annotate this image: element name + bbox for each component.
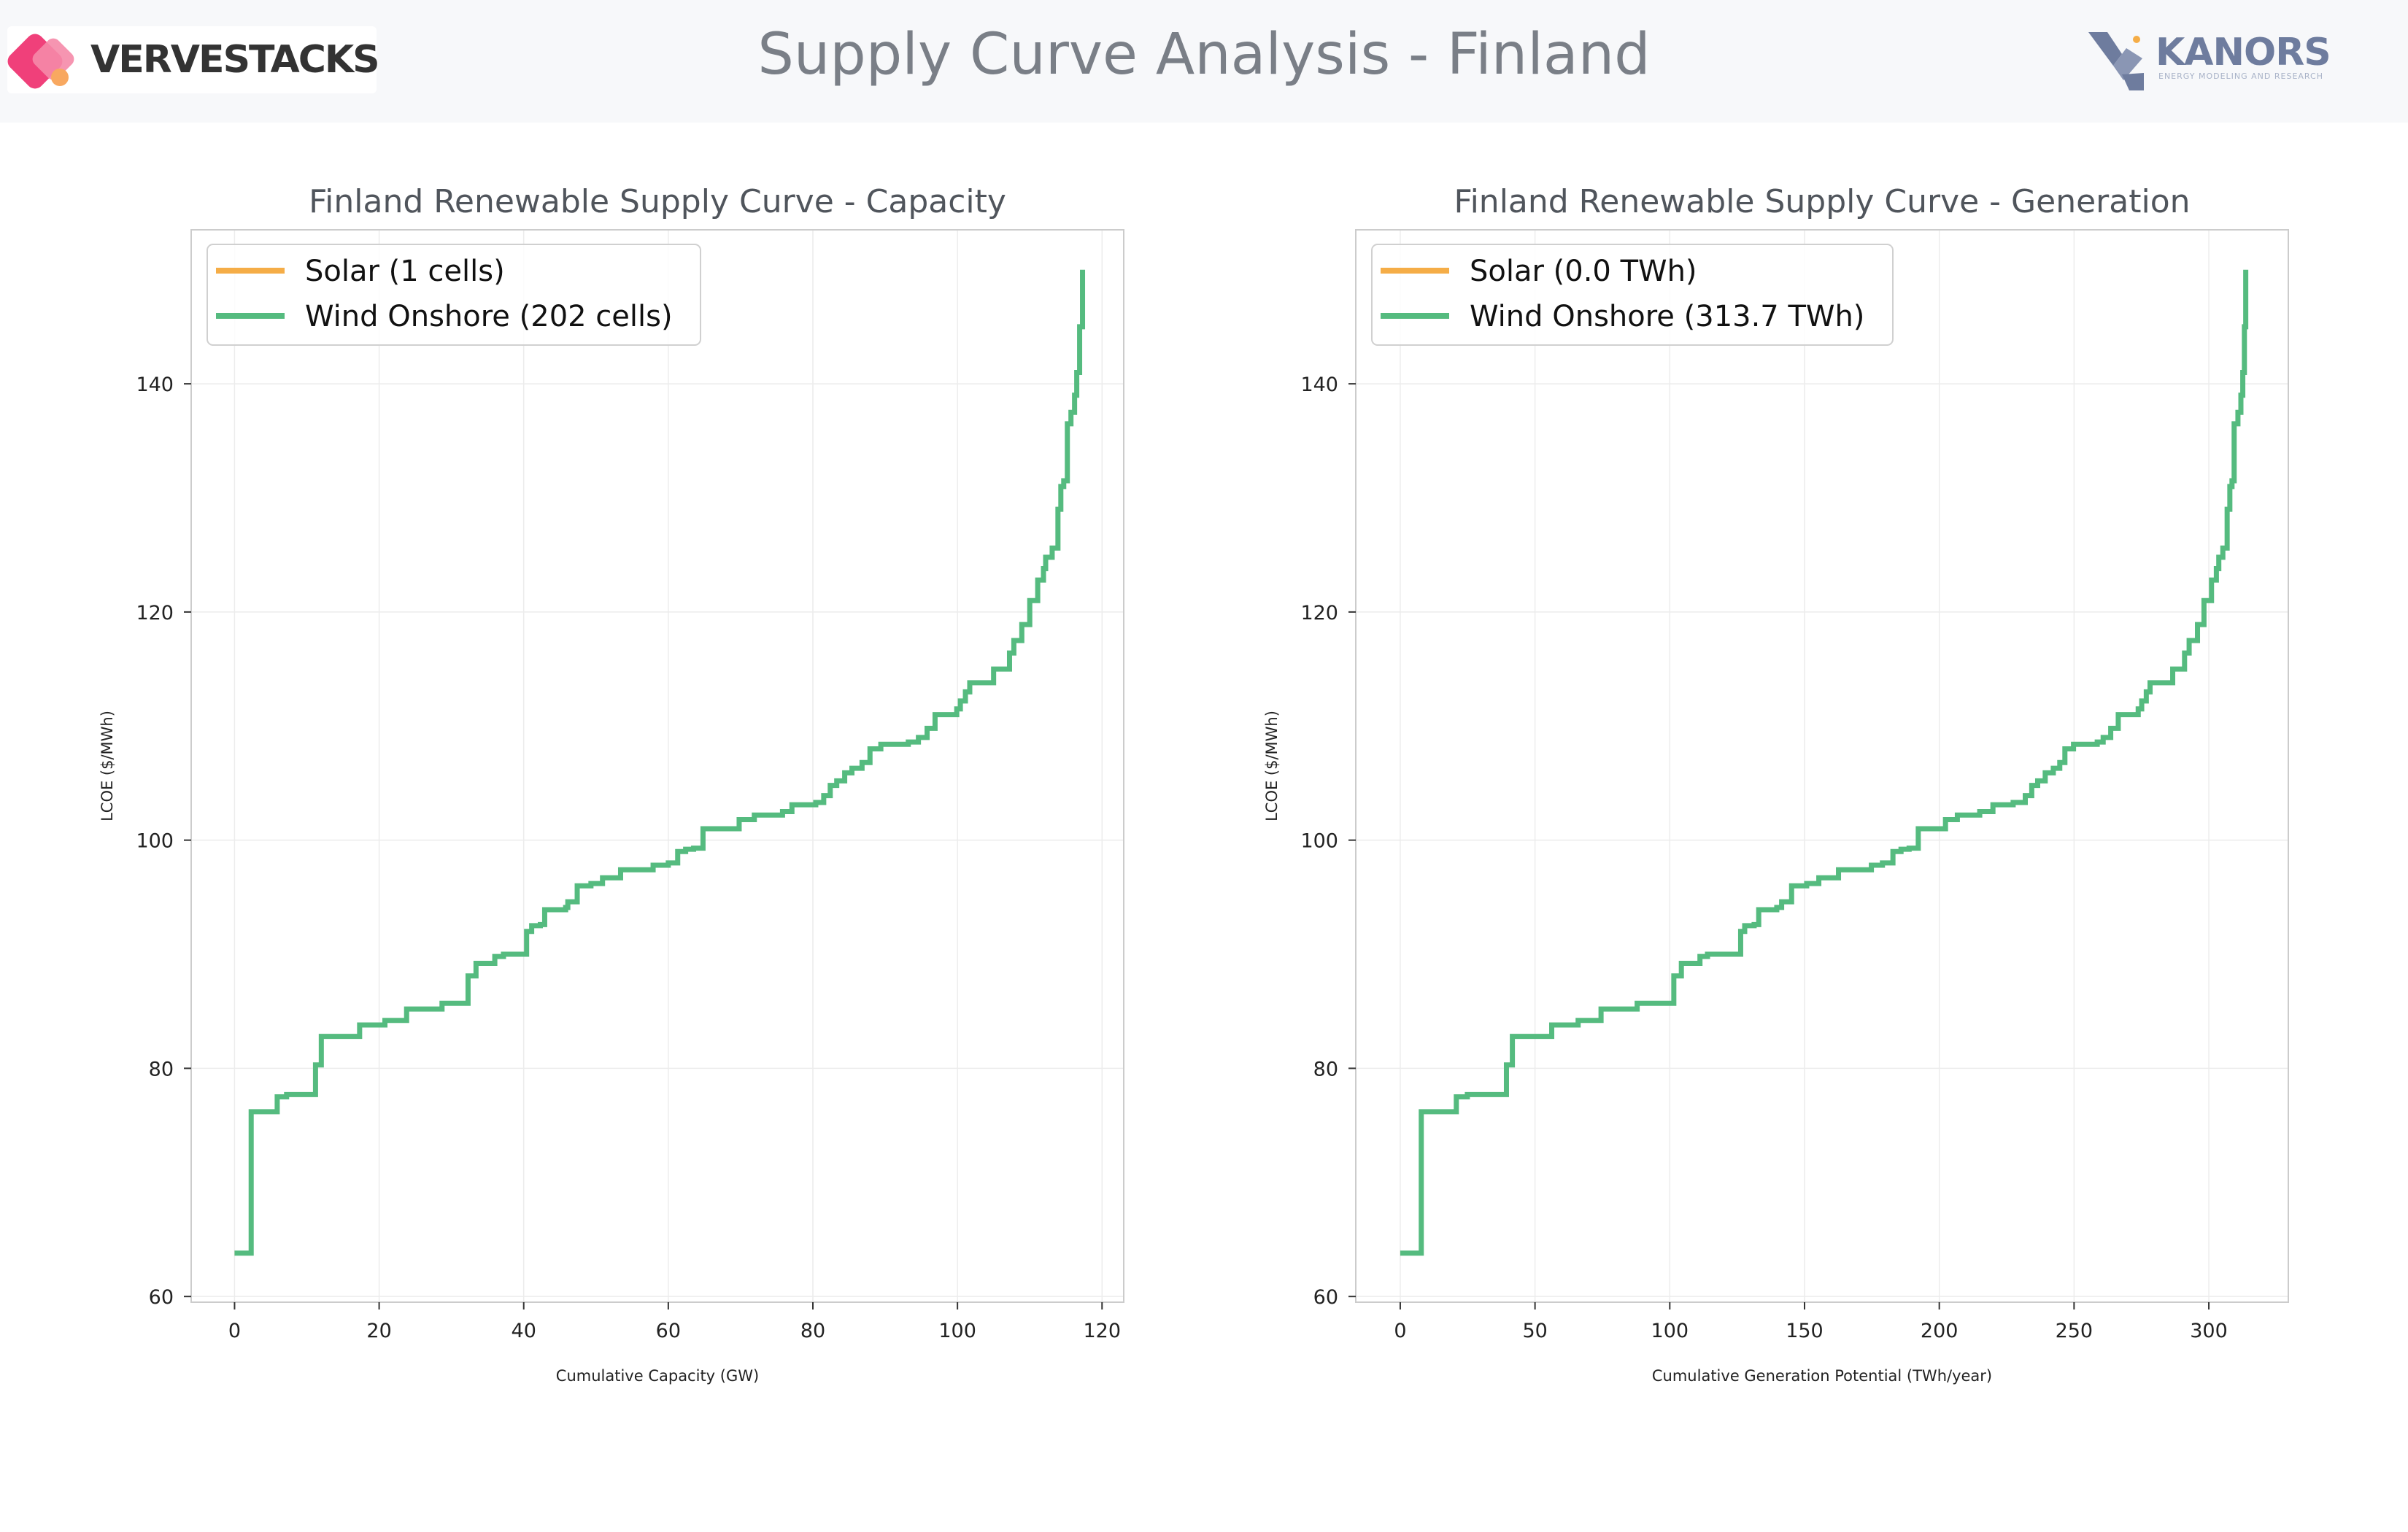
legend-label: Solar (1 cells): [305, 255, 505, 288]
generation-chart: 0 50 100 150 200 250 300 60 80 100 120 140 Finland R…: [1263, 183, 2289, 1385]
x-tick-label: 100: [938, 1320, 976, 1342]
y-tick-label: 80: [1313, 1058, 1338, 1080]
x-axis-label: Cumulative Generation Potential (TWh/yea…: [1652, 1367, 1992, 1385]
x-tick-label: 200: [1921, 1320, 1959, 1342]
chart-title: Finland Renewable Supply Curve - Generat…: [1454, 183, 2190, 220]
x-tick-label: 300: [2190, 1320, 2228, 1342]
chart-title: Finland Renewable Supply Curve - Capacit…: [309, 183, 1006, 220]
x-tick-label: 80: [800, 1320, 825, 1342]
legend-label: Wind Onshore (313.7 TWh): [1470, 300, 1864, 333]
kanors-logo-mark-icon: [2088, 32, 2144, 90]
legend-box: [1371, 244, 1894, 346]
x-tick-label: 40: [512, 1320, 536, 1342]
y-tick-label: 100: [136, 830, 174, 853]
vervestacks-logo: VERVESTACKS: [7, 26, 380, 93]
y-tick-label: 120: [136, 602, 174, 624]
x-tick-label: 150: [1786, 1320, 1824, 1342]
x-tick-label: 250: [2056, 1320, 2094, 1342]
x-axis-label: Cumulative Capacity (GW): [556, 1367, 759, 1385]
page-title: Supply Curve Analysis - Finland: [757, 22, 1651, 88]
kanors-logo: KANORS ENERGY MODELING AND RESEARCH: [2085, 29, 2348, 92]
vervestacks-logo-mark-icon: [7, 34, 74, 89]
y-tick-label: 120: [1300, 602, 1338, 624]
x-tick-label: 0: [228, 1320, 241, 1342]
series-line-wind-onshore: [234, 269, 1086, 1256]
series-line-wind-onshore: [1400, 269, 2249, 1256]
y-tick-label: 100: [1300, 830, 1338, 853]
charts-area: 0 20 40 60 80 100 120 60 80 100 120 140 Finland Rene…: [99, 183, 2289, 1385]
y-tick-label: 140: [1300, 374, 1338, 396]
y-tick-label: 60: [1313, 1286, 1338, 1309]
x-tick-label: 100: [1651, 1320, 1689, 1342]
kanors-logo-tagline: ENERGY MODELING AND RESEARCH: [2158, 71, 2323, 81]
y-axis-label: LCOE ($/MWh): [99, 711, 116, 821]
y-tick-label: 80: [149, 1058, 174, 1080]
plot-frame: [1355, 229, 2289, 1303]
plot-frame: [190, 229, 1124, 1303]
header-bar: VERVESTACKS Supply Curve Analysis - Finl…: [0, 0, 2408, 123]
legend-label: Wind Onshore (202 cells): [305, 300, 673, 333]
x-tick-label: 60: [656, 1320, 681, 1342]
kanors-logo-text: KANORS: [2156, 31, 2331, 74]
x-tick-label: 0: [1394, 1320, 1406, 1342]
x-tick-label: 20: [366, 1320, 391, 1342]
y-tick-label: 140: [136, 374, 174, 396]
x-tick-label: 120: [1084, 1320, 1122, 1342]
vervestacks-logo-text: VERVESTACKS: [90, 38, 380, 82]
capacity-chart: 0 20 40 60 80 100 120 60 80 100 120 140 Finland Rene…: [99, 183, 1124, 1385]
legend-label: Solar (0.0 TWh): [1470, 255, 1697, 288]
x-tick-label: 50: [1522, 1320, 1547, 1342]
y-tick-label: 60: [149, 1286, 174, 1309]
y-axis-label: LCOE ($/MWh): [1263, 711, 1281, 821]
legend-box: [207, 244, 701, 346]
